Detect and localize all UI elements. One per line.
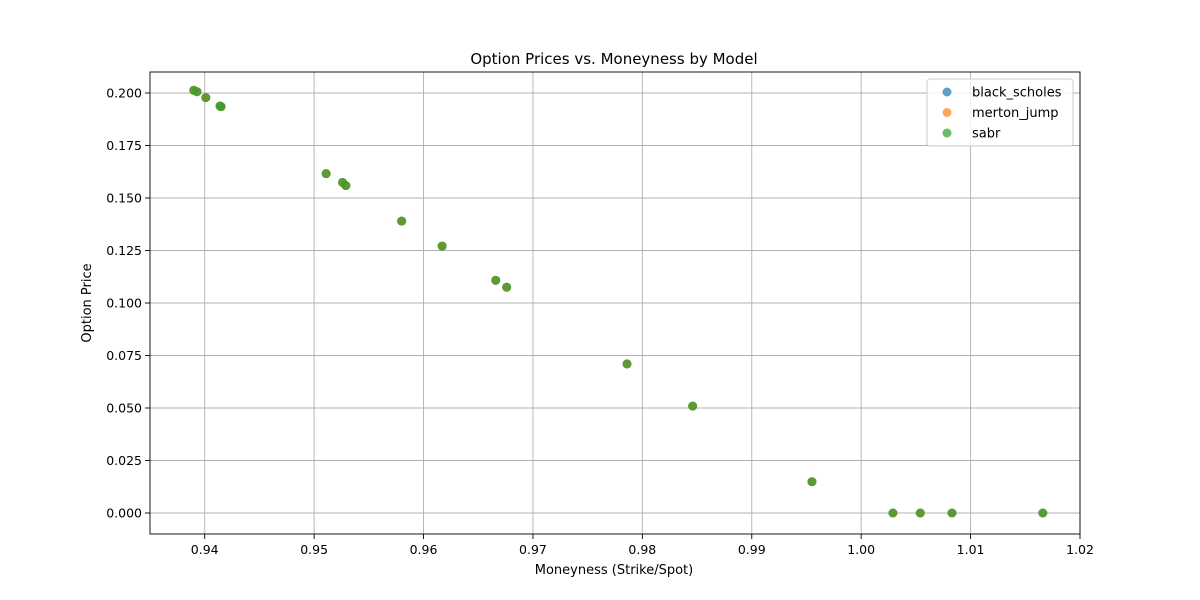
grid-lines bbox=[150, 72, 1081, 534]
y-tick-label: 0.075 bbox=[106, 348, 142, 363]
y-tick-label: 0.025 bbox=[106, 453, 142, 468]
legend-box bbox=[926, 78, 1074, 147]
data-point-sabr bbox=[216, 102, 226, 112]
y-tick-label: 0.100 bbox=[106, 296, 142, 311]
x-tick-label: 0.95 bbox=[300, 542, 328, 557]
x-tick-label: 1.02 bbox=[1066, 542, 1094, 557]
legend-label-black-scholes: black_scholes bbox=[972, 86, 1062, 101]
data-point-sabr bbox=[622, 359, 632, 369]
x-tick-label: 0.98 bbox=[628, 542, 656, 557]
data-point-sabr bbox=[888, 508, 898, 518]
data-point-sabr bbox=[807, 477, 817, 487]
series-black-scholes bbox=[189, 85, 1048, 518]
data-points bbox=[189, 85, 1048, 518]
data-point-sabr bbox=[915, 508, 925, 518]
x-axis-ticks: 0.94 0.95 0.96 0.97 0.98 0.99 1.00 1.01 1.02 bbox=[191, 534, 1094, 557]
series-merton-jump bbox=[189, 85, 1048, 518]
x-tick-label: 0.96 bbox=[410, 542, 438, 557]
data-point-sabr bbox=[491, 275, 501, 285]
data-point-sabr bbox=[688, 401, 698, 411]
x-axis-title: Moneyness (Strike/Spot) bbox=[535, 563, 693, 578]
legend-label-merton-jump: merton_jump bbox=[972, 106, 1059, 121]
y-tick-label: 0.000 bbox=[106, 506, 142, 521]
y-tick-label: 0.200 bbox=[106, 86, 142, 101]
x-tick-label: 1.01 bbox=[957, 542, 985, 557]
x-tick-label: 0.97 bbox=[519, 542, 547, 557]
y-axis-ticks: 0.000 0.025 0.050 0.075 0.100 0.125 0.150 0.175… bbox=[106, 86, 150, 521]
y-tick-label: 0.125 bbox=[106, 243, 142, 258]
y-tick-label: 0.175 bbox=[106, 138, 142, 153]
data-point-sabr bbox=[192, 87, 202, 97]
data-point-sabr bbox=[502, 282, 512, 292]
legend-marker-black-scholes bbox=[942, 87, 952, 97]
data-point-sabr bbox=[1038, 508, 1048, 518]
y-tick-label: 0.150 bbox=[106, 191, 142, 206]
data-point-sabr bbox=[321, 169, 331, 179]
y-tick-label: 0.050 bbox=[106, 401, 142, 416]
y-axis-title: Option Price bbox=[80, 263, 95, 342]
legend-label-sabr: sabr bbox=[972, 127, 1001, 142]
data-point-sabr bbox=[437, 241, 447, 251]
series-sabr bbox=[189, 85, 1048, 518]
data-point-sabr bbox=[201, 93, 211, 103]
x-tick-label: 0.99 bbox=[738, 542, 766, 557]
data-point-sabr bbox=[397, 216, 407, 226]
data-point-sabr bbox=[341, 181, 351, 191]
x-tick-label: 0.94 bbox=[191, 542, 219, 557]
x-tick-label: 1.00 bbox=[847, 542, 875, 557]
legend-marker-sabr bbox=[942, 128, 952, 138]
legend-marker-merton-jump bbox=[942, 108, 952, 117]
chart-title: Option Prices vs. Moneyness by Model bbox=[470, 50, 757, 68]
data-point-sabr bbox=[947, 508, 957, 518]
